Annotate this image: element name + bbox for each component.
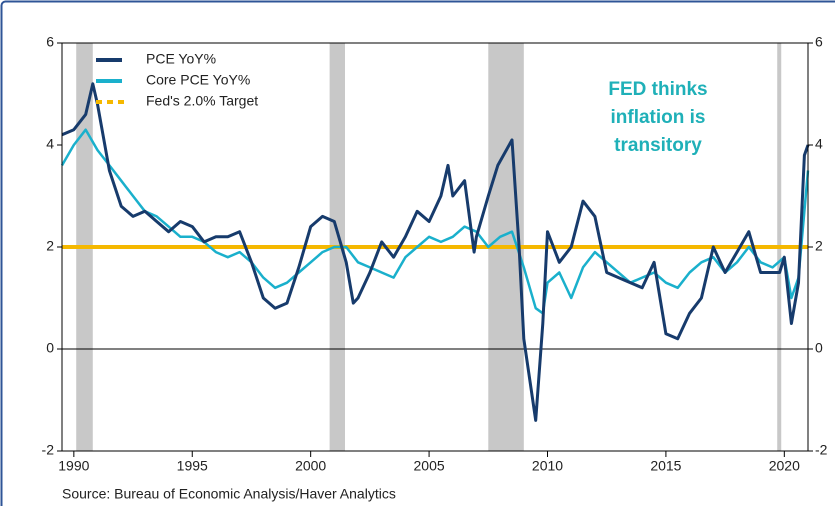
source-note: Source: Bureau of Economic Analysis/Have…: [62, 486, 396, 502]
x-tick-label: 2015: [650, 458, 681, 474]
y2-tick-label: 6: [815, 34, 823, 50]
y2-tick-label: 0: [815, 340, 823, 356]
y-tick-label: 6: [46, 34, 54, 50]
annotation: inflation is: [611, 107, 706, 128]
y2-tick-label: 4: [815, 136, 823, 152]
series-line: [60, 128, 810, 315]
legend-label: Core PCE YoY%: [146, 72, 250, 88]
annotation: FED thinks: [608, 79, 707, 100]
x-tick-label: 1995: [177, 458, 208, 474]
annotation: transitory: [614, 135, 702, 156]
y-tick-label: 2: [46, 238, 54, 254]
series-line: [61, 82, 810, 422]
y-tick-label: 4: [46, 136, 54, 152]
y-tick-label: -2: [42, 442, 55, 458]
x-tick-label: 2000: [295, 458, 326, 474]
legend-label: PCE YoY%: [146, 51, 216, 67]
y2-tick-label: 2: [815, 238, 823, 254]
legend-label: Fed's 2.0% Target: [146, 93, 258, 109]
x-tick-label: 2005: [414, 458, 445, 474]
y2-tick-label: -2: [815, 442, 828, 458]
y-tick-label: 0: [46, 340, 54, 356]
x-tick-label: 2020: [769, 458, 800, 474]
x-tick-label: 1990: [58, 458, 89, 474]
x-tick-label: 2010: [532, 458, 563, 474]
